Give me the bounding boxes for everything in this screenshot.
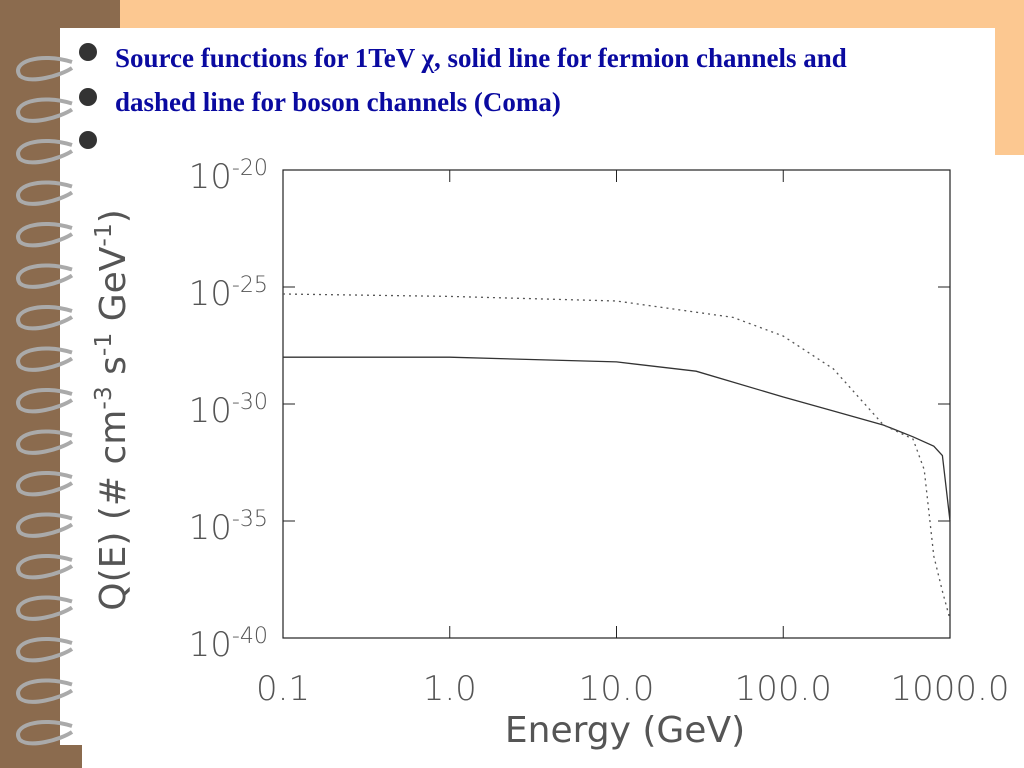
ring — [16, 138, 74, 165]
ring — [16, 221, 74, 248]
y-tick-label: 10-40 — [189, 623, 268, 665]
series-line — [283, 356, 951, 522]
y-tick-label: 10-30 — [189, 389, 268, 431]
ring — [16, 512, 74, 538]
ring — [16, 180, 74, 206]
slide-title: Source functions for 1TeV χ, solid line … — [115, 43, 847, 117]
ring — [16, 263, 74, 289]
x-axis-title: Energy (GeV) — [505, 710, 745, 751]
bullet — [79, 43, 97, 61]
ring — [16, 595, 74, 621]
x-tick-label: 1.0 — [423, 669, 477, 709]
ring — [16, 429, 74, 455]
ring — [16, 304, 74, 331]
x-tick-label: 0.1 — [256, 669, 310, 709]
y-tick-label: 10-20 — [189, 155, 268, 197]
x-tick-label: 10.0 — [579, 669, 655, 709]
ring — [16, 387, 74, 414]
ring — [16, 470, 74, 497]
ring — [16, 678, 74, 704]
ring — [16, 55, 74, 82]
spiral-binding — [16, 55, 74, 746]
bullet — [79, 88, 97, 106]
series-line — [282, 293, 951, 620]
ring — [16, 97, 74, 123]
y-tick-label: 10-35 — [189, 506, 268, 548]
ring — [16, 719, 74, 746]
x-tick-label: 1000.0 — [891, 669, 1010, 709]
ring — [16, 636, 74, 663]
ring — [16, 553, 74, 580]
y-axis-title: Q(E) (# cm-3 s-1 GeV-1) — [89, 209, 134, 611]
y-tick-label: 10-25 — [189, 272, 268, 314]
bullet — [79, 131, 97, 149]
ring — [16, 346, 74, 372]
chart-area — [82, 155, 1024, 768]
x-tick-label: 100.0 — [735, 669, 832, 709]
